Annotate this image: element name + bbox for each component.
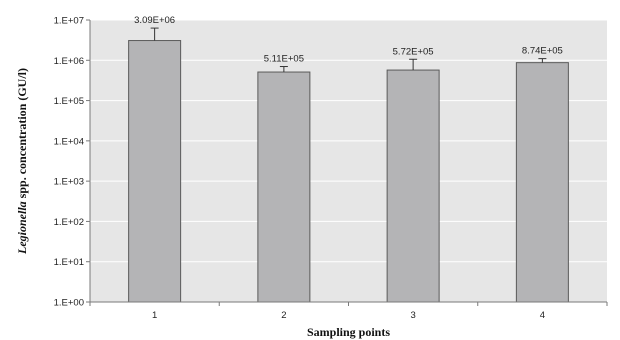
data-label-1: 3.09E+06 (134, 15, 175, 26)
data-label-2: 5.11E+05 (264, 54, 304, 65)
x-tick-label: 4 (540, 310, 545, 321)
y-tick-label: 1.E+02 (54, 217, 84, 228)
y-tick-label: 1.E+04 (54, 136, 84, 147)
bar-1 (128, 40, 182, 303)
data-label-4: 8.74E+05 (522, 46, 563, 57)
data-labels: 3.09E+06 5.11E+05 5.72E+05 8.74E+05 (134, 15, 563, 64)
y-axis-title-italic: Legionella (15, 201, 29, 255)
y-axis-title-rest: spp. concentration (GU/l) (15, 68, 29, 201)
bar-4 (515, 62, 569, 303)
x-axis-title: Sampling points (307, 325, 390, 339)
y-tick-label: 1.E+01 (54, 257, 84, 268)
y-axis-ticks: 1.E+00 1.E+01 1.E+02 1.E+03 1.E+04 1.E+05 1.E+… (54, 16, 90, 309)
y-axis-title: Legionella spp. concentration (GU/l) (15, 68, 29, 255)
y-tick-label: 1.E+06 (54, 56, 84, 67)
x-axis-ticks: 1 2 3 4 (89, 302, 608, 321)
y-tick-label: 1.E+07 (54, 16, 84, 27)
data-label-3: 5.72E+05 (393, 46, 434, 57)
y-tick-label: 1.E+00 (54, 298, 84, 309)
y-tick-label: 1.E+05 (54, 96, 84, 107)
bars (128, 40, 569, 303)
bar-3 (386, 69, 440, 303)
x-tick-label: 1 (152, 310, 157, 321)
y-tick-label: 1.E+03 (54, 177, 84, 188)
error-bars (150, 27, 547, 73)
x-tick-label: 3 (410, 310, 415, 321)
bar-2 (257, 71, 311, 303)
x-tick-label: 2 (281, 310, 286, 321)
